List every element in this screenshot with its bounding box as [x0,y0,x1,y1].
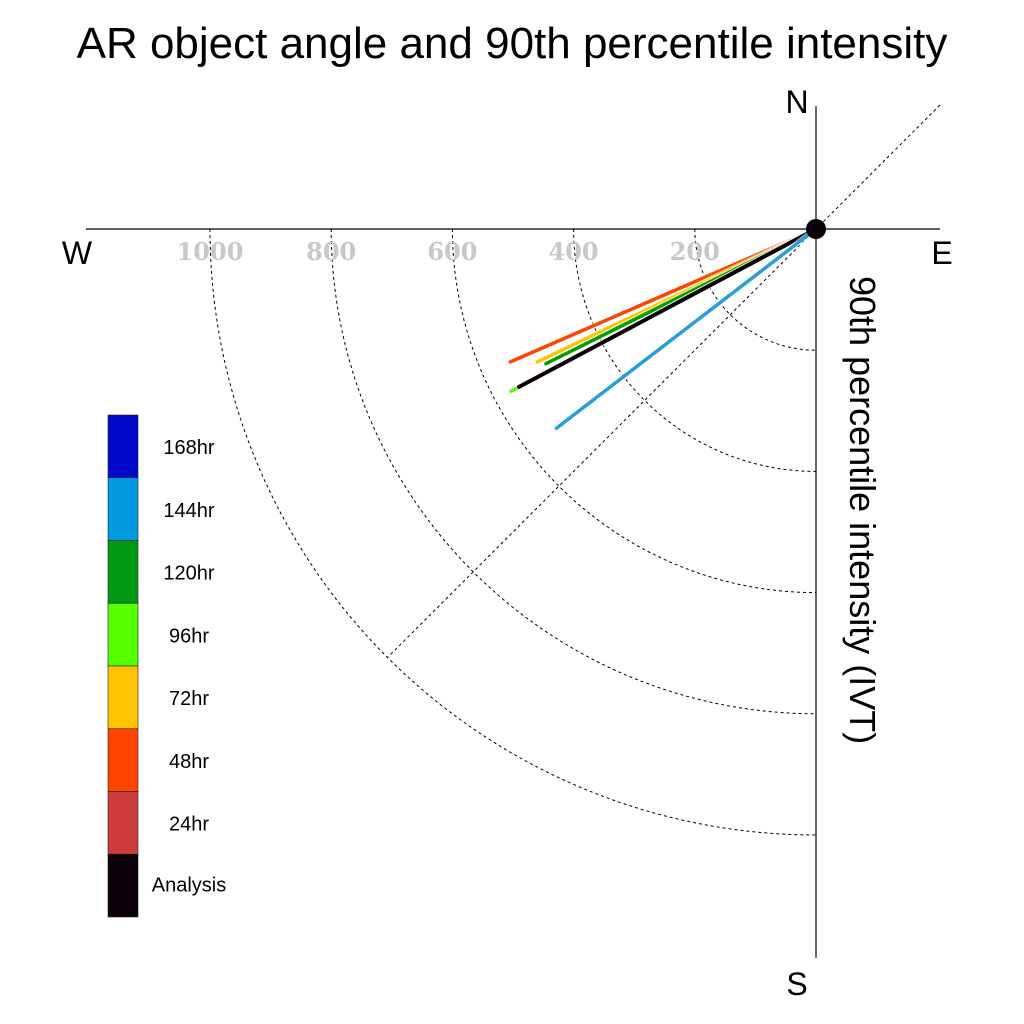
radial-ring-600 [451,228,817,594]
legend-swatch-144hr [107,477,139,541]
radial-tick-label-800: 800 [306,237,356,266]
radial-tick-label-1000: 1000 [177,237,244,266]
legend-swatch-24hr [107,791,139,855]
radial-tick-label-400: 400 [549,237,599,266]
legend-label-168hr: 168hr [163,437,214,459]
legend-swatch-96hr [107,602,139,667]
legend-swatch-168hr [107,414,139,479]
legend-label-72hr: 72hr [169,688,209,710]
chart-title: AR object angle and 90th percentile inte… [77,19,948,68]
legend-label-120hr: 120hr [163,563,214,585]
ar-vectors [507,226,819,432]
vector-Analysis [517,227,818,389]
legend-label-Analysis: Analysis [152,874,226,896]
y-axis-label: 90th percentile intensity (IVT) [842,276,883,744]
legend-label-144hr: 144hr [163,500,214,522]
radial-tick-labels: 200 400 600 800 1000 [177,237,720,266]
radial-rings [209,228,817,836]
legend-swatch-120hr [107,540,139,604]
radial-tick-label-600: 600 [427,237,477,266]
compass-west: W [62,235,93,271]
radial-ring-1000 [209,228,817,836]
radial-ring-200 [694,228,817,351]
legend-swatch-Analysis [107,853,139,918]
compass-south: S [786,966,807,1002]
legend-label-48hr: 48hr [169,751,209,773]
legend-colorbar: 168hr 144hr 120hr 96hr 72hr 48hr 24hr Analysis [107,414,226,918]
vector-144hr [554,227,818,430]
legend-label-96hr: 96hr [169,625,209,647]
origin-point [806,219,826,239]
legend-swatch-72hr [107,665,139,730]
compass-north: N [785,84,808,120]
diagonal-reference-line [387,104,941,658]
radial-tick-label-200: 200 [670,237,720,266]
compass-east: E [931,235,952,271]
legend-swatch-48hr [107,728,139,792]
radial-ring-400 [573,228,817,472]
legend-label-24hr: 24hr [169,814,209,836]
